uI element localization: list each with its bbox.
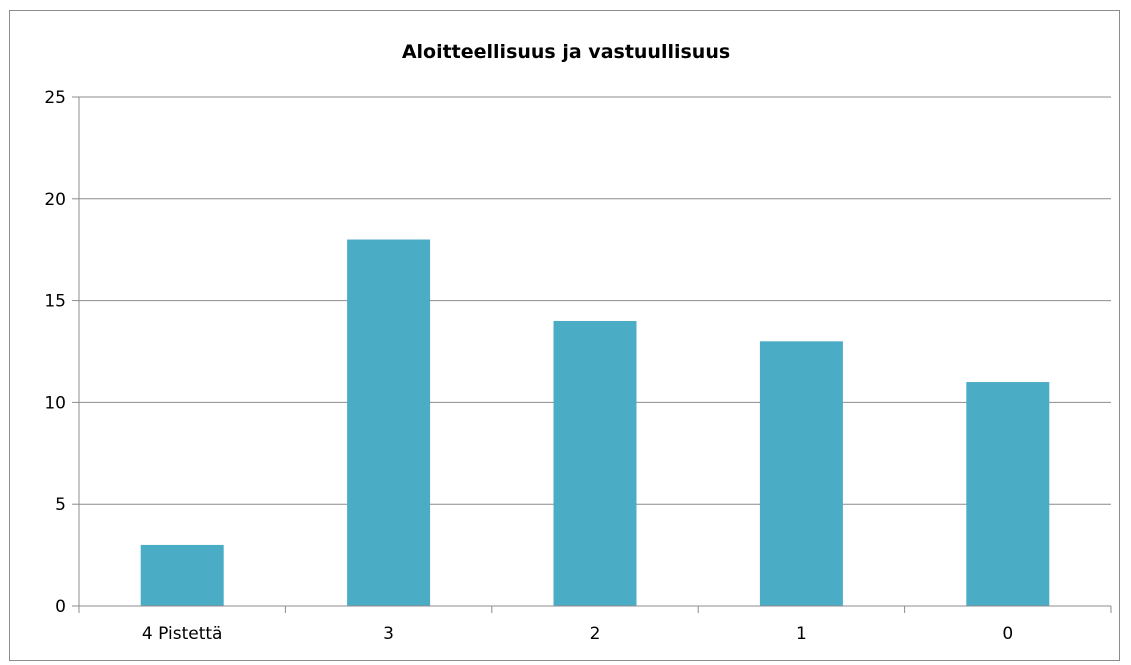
- x-tick-label: 4 Pistettä: [142, 624, 223, 644]
- bar-2: [553, 320, 637, 606]
- y-tick-label: 10: [44, 393, 66, 413]
- chart-title: Aloitteellisuus ja vastuullisuus: [402, 41, 730, 63]
- y-tick-label: 15: [44, 292, 66, 312]
- axes: [72, 96, 1112, 613]
- x-tick-labels: 4 Pistettä 3 2 1 0: [142, 624, 1013, 644]
- y-tick-label: 25: [44, 88, 66, 108]
- x-tick-label: 0: [1002, 624, 1013, 644]
- y-tick-label: 0: [55, 597, 66, 617]
- x-tick-label: 1: [796, 624, 807, 644]
- bar-3: [759, 341, 843, 606]
- x-tick-label: 2: [590, 624, 601, 644]
- bar-0: [140, 544, 224, 606]
- y-tick-label: 20: [44, 190, 66, 210]
- bar-1: [347, 239, 431, 606]
- y-tick-labels: 0 5 10 15 20 25: [44, 88, 66, 617]
- bars: [140, 239, 1050, 606]
- y-tick-label: 5: [55, 495, 66, 515]
- x-tick-label: 3: [383, 624, 394, 644]
- bar-4: [966, 382, 1050, 606]
